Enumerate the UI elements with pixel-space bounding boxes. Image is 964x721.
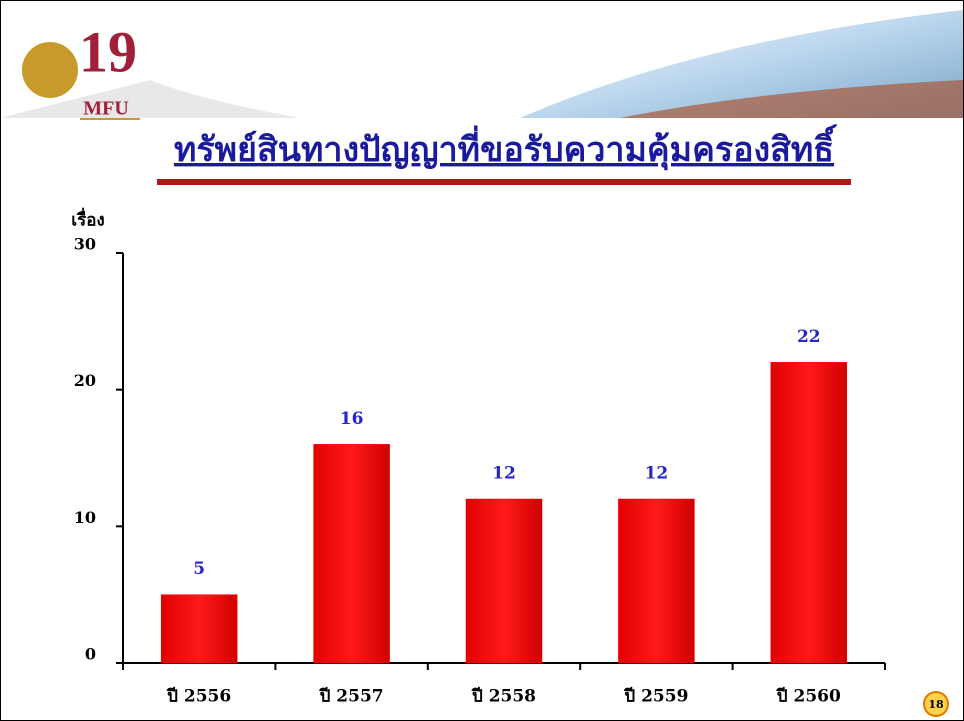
y-tick-label: 20	[74, 371, 96, 390]
bar	[313, 444, 390, 664]
value-label: 12	[492, 464, 516, 484]
header-swoosh	[0, 80, 300, 118]
title-underline	[157, 179, 851, 185]
bar	[770, 362, 848, 664]
x-tick-label: ปี 2559	[624, 686, 689, 707]
page-number-badge	[923, 691, 949, 717]
value-label: 12	[645, 464, 669, 484]
x-tick-label: ปี 2556	[166, 686, 231, 707]
y-tick-label: 10	[74, 508, 96, 527]
logo-number: 19	[79, 19, 137, 84]
logo-name: MFU	[83, 98, 129, 120]
chart-title: ทรัพย์สินทางปัญญาที่ขอรับความคุ้มครองสิท…	[174, 124, 838, 171]
value-label: 5	[193, 559, 205, 579]
header-photo-ground	[620, 80, 963, 118]
value-label: 22	[797, 327, 821, 347]
y-axis-label: เรื่อง	[71, 208, 104, 231]
page-number: 18	[928, 698, 944, 711]
logo-emblem	[22, 42, 78, 98]
value-label: 16	[340, 409, 364, 429]
x-tick-label: ปี 2558	[471, 686, 536, 707]
x-tick-label: ปี 2560	[776, 686, 841, 707]
bar	[465, 498, 543, 664]
x-tick-label: ปี 2557	[319, 686, 384, 707]
y-tick-label: 30	[74, 235, 96, 254]
bar	[160, 594, 238, 664]
bar	[618, 498, 695, 664]
y-tick-label: 0	[85, 645, 96, 664]
